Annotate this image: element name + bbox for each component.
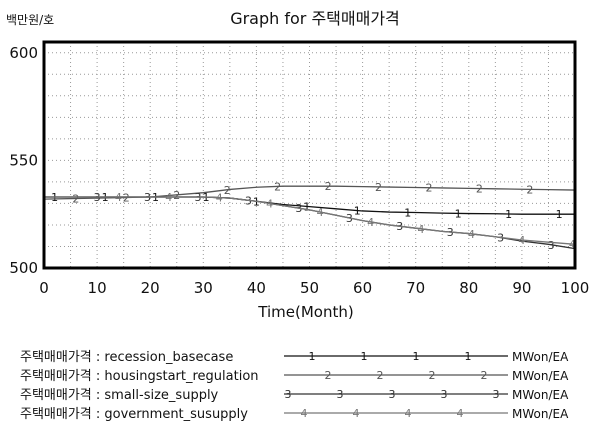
- grid-lines: [44, 42, 575, 268]
- series-marker-4: 4: [317, 206, 324, 219]
- series-marker-4: 4: [468, 228, 475, 241]
- series-marker-2: 2: [476, 183, 483, 196]
- series-marker-3: 3: [497, 232, 504, 245]
- plot-frame: [42, 40, 577, 270]
- y-tick-label: 500: [9, 259, 38, 277]
- x-tick-label: 90: [512, 279, 531, 297]
- legend-marker-3: 3: [389, 388, 396, 401]
- series-marker-4: 4: [115, 191, 122, 204]
- legend-marker-3: 3: [337, 388, 344, 401]
- legend-marker-2: 2: [429, 369, 436, 382]
- series-marker-2: 2: [274, 180, 281, 193]
- x-tick-label: 80: [459, 279, 478, 297]
- legend-unit: MWon/EA: [512, 388, 569, 402]
- series-marker-1: 1: [505, 208, 512, 221]
- series-marker-4: 4: [266, 197, 273, 210]
- legend-marker-3: 3: [493, 388, 500, 401]
- x-tick-label: 30: [194, 279, 213, 297]
- x-tick-label: 0: [39, 279, 49, 297]
- series-line-2: [43, 185, 576, 200]
- legend-marker-1: 1: [465, 350, 472, 363]
- legend-label: 주택매매가격 : housingstart_regulation: [20, 369, 259, 384]
- series-marker-2: 2: [123, 191, 130, 204]
- y-axis-label: 백만원/호: [6, 13, 54, 27]
- legend-marker-1: 1: [361, 350, 368, 363]
- legend-unit: MWon/EA: [512, 369, 569, 383]
- series-marker-4: 4: [165, 191, 172, 204]
- legend-marker-2: 2: [377, 369, 384, 382]
- legend: 주택매매가격 : recession_basecase 1 1 1 1 MWon/EA 주택…: [20, 350, 569, 422]
- x-axis-label: Time(Month): [257, 303, 353, 321]
- series-marker-2: 2: [224, 184, 231, 197]
- x-tick-label: 40: [247, 279, 266, 297]
- legend-label: 주택매매가격 : government_susupply: [20, 407, 248, 422]
- y-tick-label: 550: [9, 151, 38, 169]
- legend-marker-3: 3: [285, 388, 292, 401]
- legend-unit: MWon/EA: [512, 350, 569, 364]
- series-marker-4: 4: [216, 192, 223, 205]
- series-marker-1: 1: [556, 208, 563, 221]
- series-line-4: [44, 196, 576, 245]
- series-marker-2: 2: [425, 182, 432, 195]
- legend-unit: MWon/EA: [512, 407, 569, 421]
- series-marker-2: 2: [526, 183, 533, 196]
- series-marker-4: 4: [518, 234, 525, 247]
- series-marker-2: 2: [325, 180, 332, 193]
- series-marker-1: 1: [303, 200, 310, 213]
- legend-marker-4: 4: [353, 407, 360, 420]
- series-marker-4: 4: [418, 223, 425, 236]
- series-marker-1: 1: [404, 206, 411, 219]
- legend-label: 주택매매가격 : small-size_supply: [20, 388, 219, 403]
- series-marker-1: 1: [354, 205, 361, 218]
- x-tick-label: 60: [353, 279, 372, 297]
- legend-marker-4: 4: [301, 407, 308, 420]
- series-marker-2: 2: [173, 189, 180, 202]
- legend-marker-2: 2: [325, 369, 332, 382]
- series-marker-2: 2: [72, 192, 79, 205]
- legend-marker-2: 2: [481, 369, 488, 382]
- legend-marker-1: 1: [309, 350, 316, 363]
- legend-marker-4: 4: [405, 407, 412, 420]
- x-tick-label: 10: [88, 279, 107, 297]
- legend-marker-4: 4: [457, 407, 464, 420]
- legend-marker-3: 3: [441, 388, 448, 401]
- x-tick-label: 20: [141, 279, 160, 297]
- series-marker-4: 4: [367, 216, 374, 229]
- tick-labels: 0 10 20 30 40 50 60 70 80 90 100 500 550 600: [9, 44, 589, 297]
- legend-marker-1: 1: [413, 350, 420, 363]
- series-marker-4: 4: [569, 238, 576, 251]
- chart-title: Graph for 주택매매가격: [230, 9, 400, 28]
- y-tick-label: 600: [9, 44, 38, 62]
- series-marker-3: 3: [548, 239, 555, 252]
- legend-label: 주택매매가격 : recession_basecase: [20, 350, 233, 365]
- series-marker-2: 2: [375, 181, 382, 194]
- x-tick-label: 70: [406, 279, 425, 297]
- x-tick-label: 50: [300, 279, 319, 297]
- series-marker-1: 1: [455, 207, 462, 220]
- x-tick-label: 100: [561, 279, 590, 297]
